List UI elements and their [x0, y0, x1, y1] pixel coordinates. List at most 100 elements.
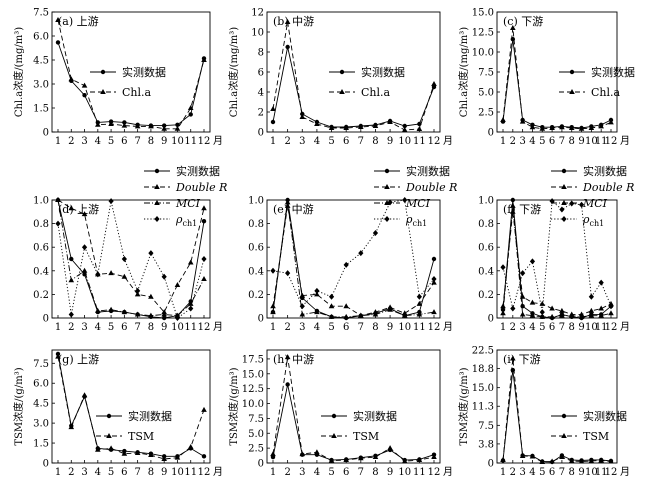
x-unit-label: 月 [443, 466, 453, 478]
legend-marker [384, 184, 390, 189]
legend-marker [331, 433, 337, 438]
y-tick-label: 2.5 [248, 444, 264, 455]
data-point [387, 445, 393, 451]
data-point [343, 125, 349, 130]
data-point [121, 450, 128, 456]
panel-label: (e) 中游 [273, 203, 314, 216]
x-tick-label: 11 [184, 322, 197, 333]
y-axis-label: Chl.a浓度/(mg/m³) [227, 27, 240, 117]
data-point [569, 200, 575, 207]
data-point [81, 82, 88, 88]
data-point [598, 279, 604, 286]
y-tick-label: 2.5 [478, 108, 494, 119]
data-point [108, 121, 114, 126]
y-tick-label: 0.8 [478, 219, 494, 230]
data-point [122, 120, 127, 125]
y-tick-label: 0.2 [248, 290, 264, 301]
x-tick-label: 6 [121, 322, 127, 333]
data-point [187, 444, 194, 450]
x-tick-label: 4 [95, 136, 101, 147]
x-tick-label: 5 [539, 322, 545, 333]
legend-label: 实测数据 [583, 164, 627, 178]
data-point [201, 256, 207, 262]
series-line [57, 356, 205, 460]
series-line [502, 358, 612, 463]
data-point [55, 353, 61, 359]
data-point [431, 279, 437, 285]
x-tick-label: 3 [81, 136, 87, 147]
y-axis-label: Chl.a浓度/(mg/m³) [457, 27, 470, 117]
data-point [401, 127, 408, 132]
x-tick-label: 6 [549, 136, 555, 147]
data-point [608, 310, 614, 316]
panel-label: (a) 上游 [58, 15, 99, 28]
y-tick-label: 0.2 [33, 290, 49, 301]
data-point [68, 277, 75, 283]
data-point [343, 261, 349, 268]
data-point [81, 392, 88, 398]
data-point [343, 303, 349, 309]
series-line [57, 42, 205, 127]
data-point [188, 112, 193, 117]
y-tick-label: 3.8 [478, 439, 494, 450]
series-line [57, 19, 205, 130]
legend-label: Double R [405, 181, 457, 194]
series-line [272, 21, 435, 131]
data-point [270, 267, 276, 274]
x-tick-label: 7 [559, 322, 565, 333]
x-tick-label: 10 [398, 322, 411, 333]
data-point [174, 454, 181, 460]
data-point [201, 276, 207, 282]
series-line [502, 27, 612, 130]
data-point [95, 446, 101, 452]
y-tick-label: 0.4 [478, 266, 494, 277]
data-point [588, 125, 595, 130]
data-point [161, 456, 167, 462]
x-tick-label: 6 [549, 467, 555, 478]
y-tick-label: 10.0 [242, 399, 264, 410]
data-point [358, 250, 364, 257]
series-line [272, 199, 435, 307]
y-tick-label: 7.5 [478, 421, 494, 432]
data-point [549, 305, 555, 311]
data-point [539, 313, 546, 319]
data-point [95, 307, 101, 313]
data-point [108, 198, 114, 205]
data-point [549, 198, 555, 205]
data-point [161, 311, 167, 317]
panel-label: (h) 中游 [273, 353, 314, 366]
x-tick-label: 1 [270, 467, 276, 478]
legend-label: Chl.a [591, 86, 621, 99]
data-point [68, 76, 75, 82]
data-point [148, 123, 154, 129]
x-tick-label: 7 [559, 136, 565, 147]
data-point [161, 123, 167, 128]
x-tick-label: 3 [81, 467, 87, 478]
data-point [529, 453, 536, 459]
data-point [372, 123, 379, 128]
y-tick-label: 3.0 [33, 80, 49, 91]
data-point [121, 309, 128, 315]
x-tick-label: 4 [95, 322, 101, 333]
data-point [431, 309, 437, 315]
legend-label: 实测数据 [361, 65, 405, 79]
data-point [201, 219, 207, 224]
legend-label: 实测数据 [128, 409, 172, 423]
series-line [272, 202, 435, 318]
x-tick-label: 6 [549, 322, 555, 333]
legend-label: Chl.a [361, 86, 391, 99]
legend-marker [561, 184, 567, 189]
legend-marker [561, 413, 567, 419]
x-tick-label: 9 [387, 136, 393, 147]
data-point [81, 244, 88, 251]
panel-7: 01.53.04.56.07.51 2 3 4 5 6 7 8 9 10 11 12 月(g) 上游TS… [12, 349, 223, 478]
x-tick-label: 10 [398, 467, 411, 478]
data-point [578, 201, 585, 208]
data-point [529, 258, 536, 265]
data-point [510, 305, 516, 312]
y-tick-label: 0.4 [248, 266, 264, 277]
data-point [500, 264, 506, 271]
legend-label: 实测数据 [353, 409, 397, 423]
y-tick-label: 11.3 [472, 402, 494, 413]
